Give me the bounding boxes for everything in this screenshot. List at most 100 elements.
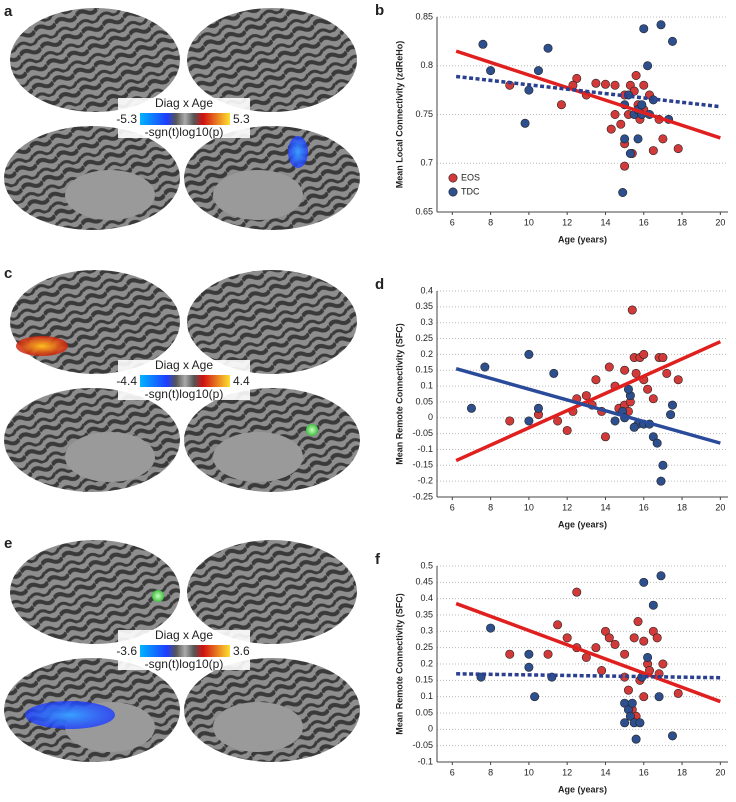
y-axis-label: Mean Remote Connectivity (SFC) <box>394 593 404 735</box>
legend-marker <box>448 173 458 183</box>
y-tick-label: 0.45 <box>415 577 433 587</box>
point <box>648 394 658 404</box>
brain-surface <box>187 8 357 112</box>
point <box>620 649 630 659</box>
point <box>618 188 628 198</box>
y-axis-label: Mean Local Connectivity (zdReHo) <box>394 41 404 189</box>
point <box>610 80 620 90</box>
fit-line <box>455 601 721 704</box>
y-tick-label: 0.4 <box>420 285 433 295</box>
point <box>610 639 620 649</box>
y-tick-label: 0.2 <box>420 349 433 359</box>
colorbar-title: Diag x Age <box>155 358 213 372</box>
point <box>623 384 633 394</box>
x-tick-label: 16 <box>639 217 649 227</box>
y-tick-label: 0.8 <box>420 60 433 70</box>
y-tick-label: 0.35 <box>415 301 433 311</box>
point <box>673 688 683 698</box>
x-tick-label: 12 <box>562 502 572 512</box>
colorbar-title: Diag x Age <box>155 628 213 642</box>
panel-letter: e <box>4 535 12 552</box>
panel-letter: b <box>375 2 384 19</box>
point <box>667 731 677 741</box>
fit-line <box>455 340 722 463</box>
x-tick-label: 12 <box>562 217 572 227</box>
y-tick-label: 0.1 <box>420 380 433 390</box>
x-tick-label: 18 <box>677 767 687 777</box>
y-tick-label: 0.4 <box>420 593 433 603</box>
point <box>524 349 534 359</box>
legend-label: TDC <box>461 186 480 196</box>
y-tick-label: 0.75 <box>415 109 433 119</box>
point <box>658 659 668 669</box>
point <box>667 400 677 410</box>
fit-line <box>455 49 721 140</box>
point <box>631 368 641 378</box>
point <box>648 600 658 610</box>
point <box>524 85 534 95</box>
panel-letter: f <box>375 551 381 568</box>
y-tick-label: -0.1 <box>417 444 433 454</box>
point <box>600 79 610 89</box>
point <box>652 633 662 643</box>
x-tick-label: 8 <box>488 502 493 512</box>
medial-wall <box>213 170 303 220</box>
x-tick-label: 18 <box>677 217 687 227</box>
y-tick-label: 0.05 <box>415 396 433 406</box>
brain-surface <box>10 540 180 644</box>
point <box>673 144 683 154</box>
point <box>639 577 649 587</box>
point <box>553 620 563 630</box>
point <box>652 438 662 448</box>
x-tick-label: 8 <box>488 217 493 227</box>
point <box>610 416 620 426</box>
point <box>629 633 639 643</box>
point <box>505 649 515 659</box>
y-axis-label: Mean Remote Connectivity (SFC) <box>394 323 404 465</box>
point <box>486 623 496 633</box>
brain-panels: a Diag x Age -5.3 5.3 -sgn(t)log10(p) c Diag x… <box>4 3 360 762</box>
point <box>543 43 553 53</box>
colorbar-max: 3.6 <box>233 644 250 658</box>
point <box>658 353 668 363</box>
x-tick-label: 20 <box>715 767 725 777</box>
y-tick-label: 0.3 <box>420 317 433 327</box>
y-tick-label: 0.25 <box>415 642 433 652</box>
medial-wall <box>65 170 155 220</box>
colorbar-min: -4.4 <box>116 374 137 388</box>
point <box>627 698 637 708</box>
legend-marker <box>448 187 458 197</box>
point <box>656 571 666 581</box>
fit-line <box>455 366 721 445</box>
y-tick-label: 0.7 <box>420 158 433 168</box>
point <box>562 425 572 435</box>
colorbar-max: 4.4 <box>233 374 250 388</box>
point <box>572 73 582 83</box>
x-tick-label: 10 <box>524 502 534 512</box>
y-tick-label: -0.05 <box>412 428 433 438</box>
point <box>549 368 559 378</box>
x-tick-label: 12 <box>562 767 572 777</box>
point <box>666 410 676 420</box>
panel-letter: a <box>4 3 13 20</box>
x-tick-label: 20 <box>715 217 725 227</box>
point <box>591 643 601 653</box>
point <box>480 362 490 372</box>
medial-wall <box>65 432 155 482</box>
point <box>572 587 582 597</box>
point <box>643 384 653 394</box>
colorbar-min: -5.3 <box>116 112 137 126</box>
x-tick-label: 16 <box>639 502 649 512</box>
medial-wall <box>213 702 303 752</box>
point <box>635 718 645 728</box>
point <box>656 20 666 30</box>
colorbar-label: -sgn(t)log10(p) <box>145 125 224 139</box>
x-tick-label: 10 <box>524 217 534 227</box>
point <box>505 416 515 426</box>
point <box>639 692 649 702</box>
x-tick-label: 6 <box>450 502 455 512</box>
y-tick-label: -0.15 <box>412 460 433 470</box>
x-axis-label: Age (years) <box>558 784 607 794</box>
colorbar-title: Diag x Age <box>155 96 213 110</box>
y-tick-label: 0.15 <box>415 365 433 375</box>
